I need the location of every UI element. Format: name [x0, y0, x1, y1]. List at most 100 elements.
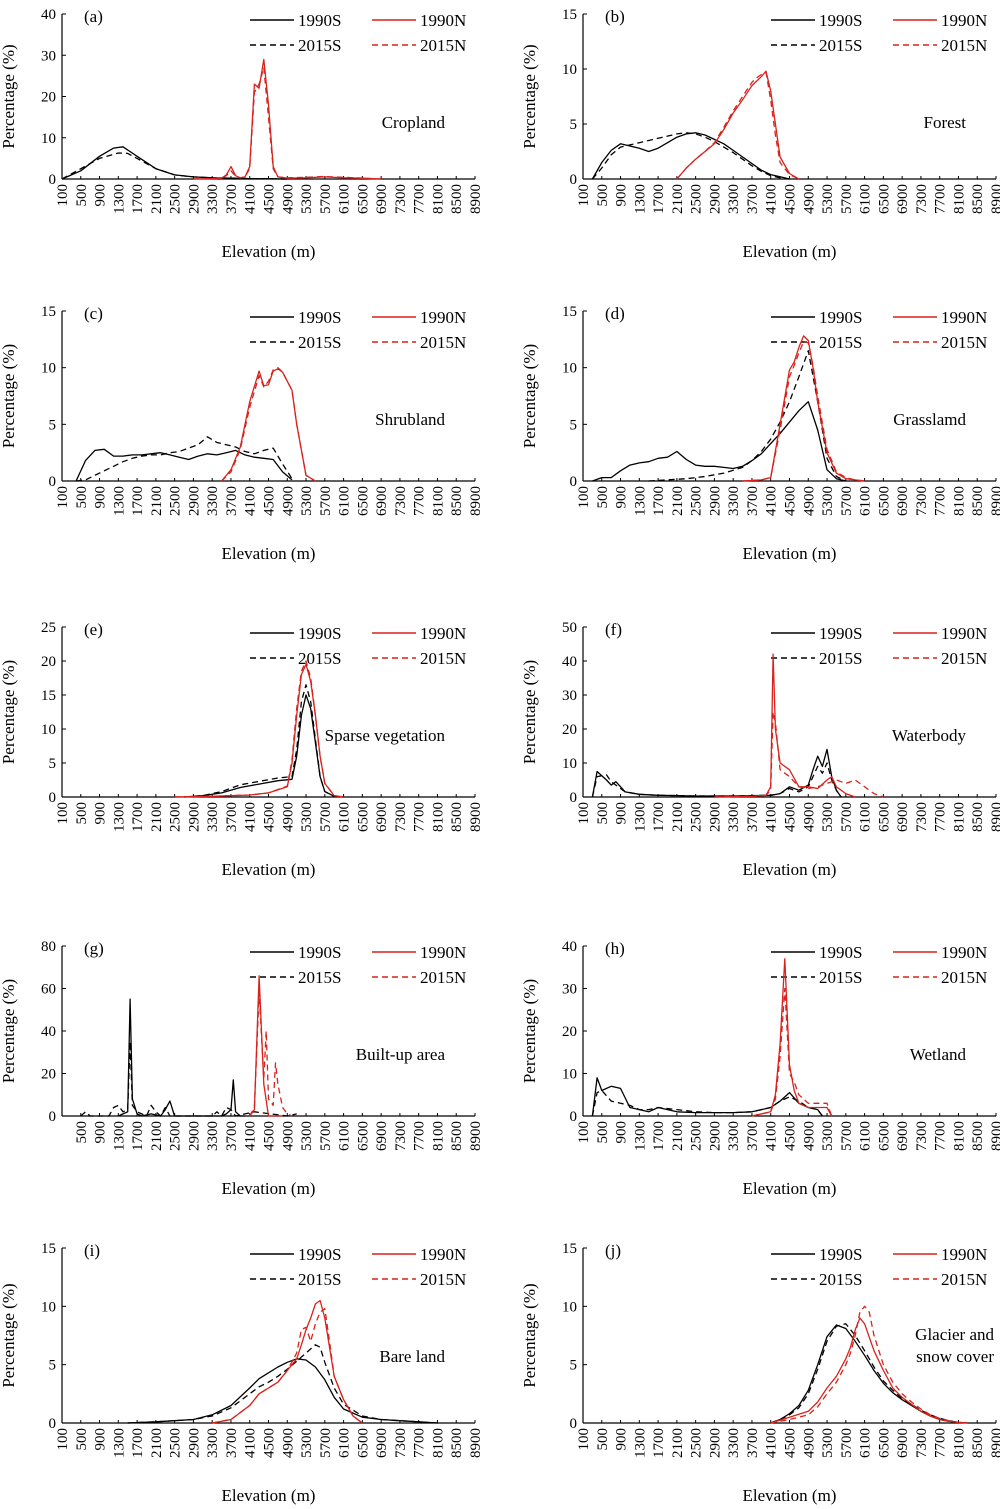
series-line-2015S — [61, 152, 288, 180]
x-tick-label: 2500 — [168, 1428, 184, 1458]
x-tick-label: 4500 — [262, 184, 278, 214]
x-tick-label: 6900 — [374, 1428, 390, 1458]
x-tick-label: 500 — [595, 1121, 611, 1144]
x-tick-label: 7700 — [933, 1428, 949, 1458]
y-tick-label: 40 — [41, 7, 56, 23]
x-tick-label: 1700 — [651, 802, 667, 832]
x-tick-label: 4500 — [783, 802, 799, 832]
x-tick-label: 2100 — [670, 802, 686, 832]
panel-label: (g) — [84, 939, 104, 958]
y-tick-label: 10 — [41, 722, 56, 738]
series-line-2015N — [770, 1305, 968, 1424]
panel-title: Shrubland — [375, 410, 445, 429]
x-tick-label: 4100 — [764, 486, 780, 516]
y-tick-label: 5 — [49, 756, 57, 772]
y-tick-label: 20 — [41, 654, 56, 670]
x-tick-label: 7300 — [393, 1428, 409, 1458]
x-tick-label: 7300 — [393, 486, 409, 516]
x-tick-label: 2500 — [689, 184, 705, 214]
x-tick-label: 2100 — [670, 486, 686, 516]
y-axis-title: Percentage (%) — [520, 979, 539, 1083]
x-tick-label: 3700 — [745, 1428, 761, 1458]
x-tick-label: 4500 — [783, 1121, 799, 1151]
x-tick-label: 2900 — [186, 486, 202, 516]
y-tick-label: 30 — [41, 48, 56, 64]
x-tick-label: 2500 — [689, 486, 705, 516]
legend-item: 1990S — [250, 308, 341, 327]
legend-item: 1990S — [771, 943, 862, 962]
x-tick-label: 100 — [55, 802, 71, 825]
x-tick-label: 4500 — [783, 184, 799, 214]
legend-label: 2015S — [298, 968, 341, 987]
x-tick-label: 5300 — [820, 802, 836, 832]
x-tick-label: 5300 — [299, 486, 315, 516]
x-tick-label: 900 — [93, 802, 109, 825]
x-tick-label: 8100 — [951, 486, 967, 516]
legend-label: 1990S — [819, 308, 862, 327]
x-tick-label: 5700 — [839, 184, 855, 214]
legend-item: 1990N — [372, 943, 466, 962]
x-tick-label: 7700 — [933, 802, 949, 832]
x-tick-label: 7300 — [393, 184, 409, 214]
legend-item: 1990N — [372, 1245, 466, 1264]
y-axis-title: Percentage (%) — [520, 1283, 539, 1387]
series-line-2015N — [676, 71, 800, 180]
series-line-2015S — [591, 1089, 823, 1117]
x-tick-label: 8100 — [430, 1121, 446, 1151]
panel-title: Waterbody — [892, 726, 967, 745]
series-line-2015S — [591, 762, 842, 798]
legend-item: 1990N — [893, 11, 987, 30]
x-tick-label: 1300 — [111, 486, 127, 516]
x-tick-label: 2900 — [707, 1121, 723, 1151]
x-tick-label: 6500 — [355, 486, 371, 516]
y-tick-label: 30 — [562, 688, 577, 704]
x-tick-label: 7700 — [933, 486, 949, 516]
y-tick-label: 0 — [49, 1416, 57, 1432]
y-tick-label: 5 — [570, 417, 578, 433]
x-tick-label: 4100 — [243, 486, 259, 516]
legend-item: 1990S — [250, 624, 341, 643]
x-tick-label: 5700 — [318, 802, 334, 832]
x-tick-label: 3700 — [224, 486, 240, 516]
x-tick-label: 6100 — [337, 1428, 353, 1458]
x-tick-label: 7700 — [412, 1121, 428, 1151]
x-tick-label: 1700 — [130, 486, 146, 516]
x-tick-label: 7700 — [933, 184, 949, 214]
y-tick-label: 0 — [570, 172, 578, 188]
y-tick-label: 0 — [570, 474, 578, 490]
x-tick-label: 3300 — [726, 1121, 742, 1151]
x-tick-label: 8100 — [951, 184, 967, 214]
x-axis-title: Elevation (m) — [743, 1179, 837, 1198]
y-tick-label: 10 — [41, 361, 56, 377]
x-tick-label: 5300 — [820, 184, 836, 214]
x-tick-label: 6500 — [876, 802, 892, 832]
x-tick-label: 6500 — [876, 184, 892, 214]
x-tick-label: 2100 — [670, 184, 686, 214]
legend-label: 2015N — [420, 649, 466, 668]
x-tick-label: 7300 — [914, 184, 930, 214]
legend-item: 2015S — [771, 968, 862, 987]
x-tick-label: 3300 — [205, 802, 221, 832]
x-tick-label: 8100 — [430, 486, 446, 516]
legend-label: 2015S — [819, 649, 862, 668]
legend-label: 1990S — [819, 943, 862, 962]
x-tick-label: 8900 — [468, 1121, 484, 1151]
x-tick-label: 5300 — [299, 184, 315, 214]
x-tick-label: 1300 — [111, 1428, 127, 1458]
legend-item: 2015S — [771, 649, 862, 668]
x-tick-label: 8900 — [468, 184, 484, 214]
x-tick-label: 8500 — [449, 486, 465, 516]
y-tick-label: 0 — [570, 1416, 578, 1432]
x-tick-label: 1300 — [632, 184, 648, 214]
x-tick-label: 8900 — [989, 184, 1000, 214]
legend-label: 1990S — [298, 1245, 341, 1264]
x-tick-label: 500 — [74, 802, 90, 825]
x-tick-label: 8100 — [951, 1428, 967, 1458]
x-tick-label: 6500 — [355, 184, 371, 214]
x-tick-label: 4900 — [801, 1428, 817, 1458]
x-tick-label: 8500 — [449, 184, 465, 214]
x-tick-label: 6100 — [337, 802, 353, 832]
x-tick-label: 100 — [576, 802, 592, 825]
legend-label: 2015N — [941, 36, 987, 55]
panel-label: (j) — [605, 1241, 621, 1260]
